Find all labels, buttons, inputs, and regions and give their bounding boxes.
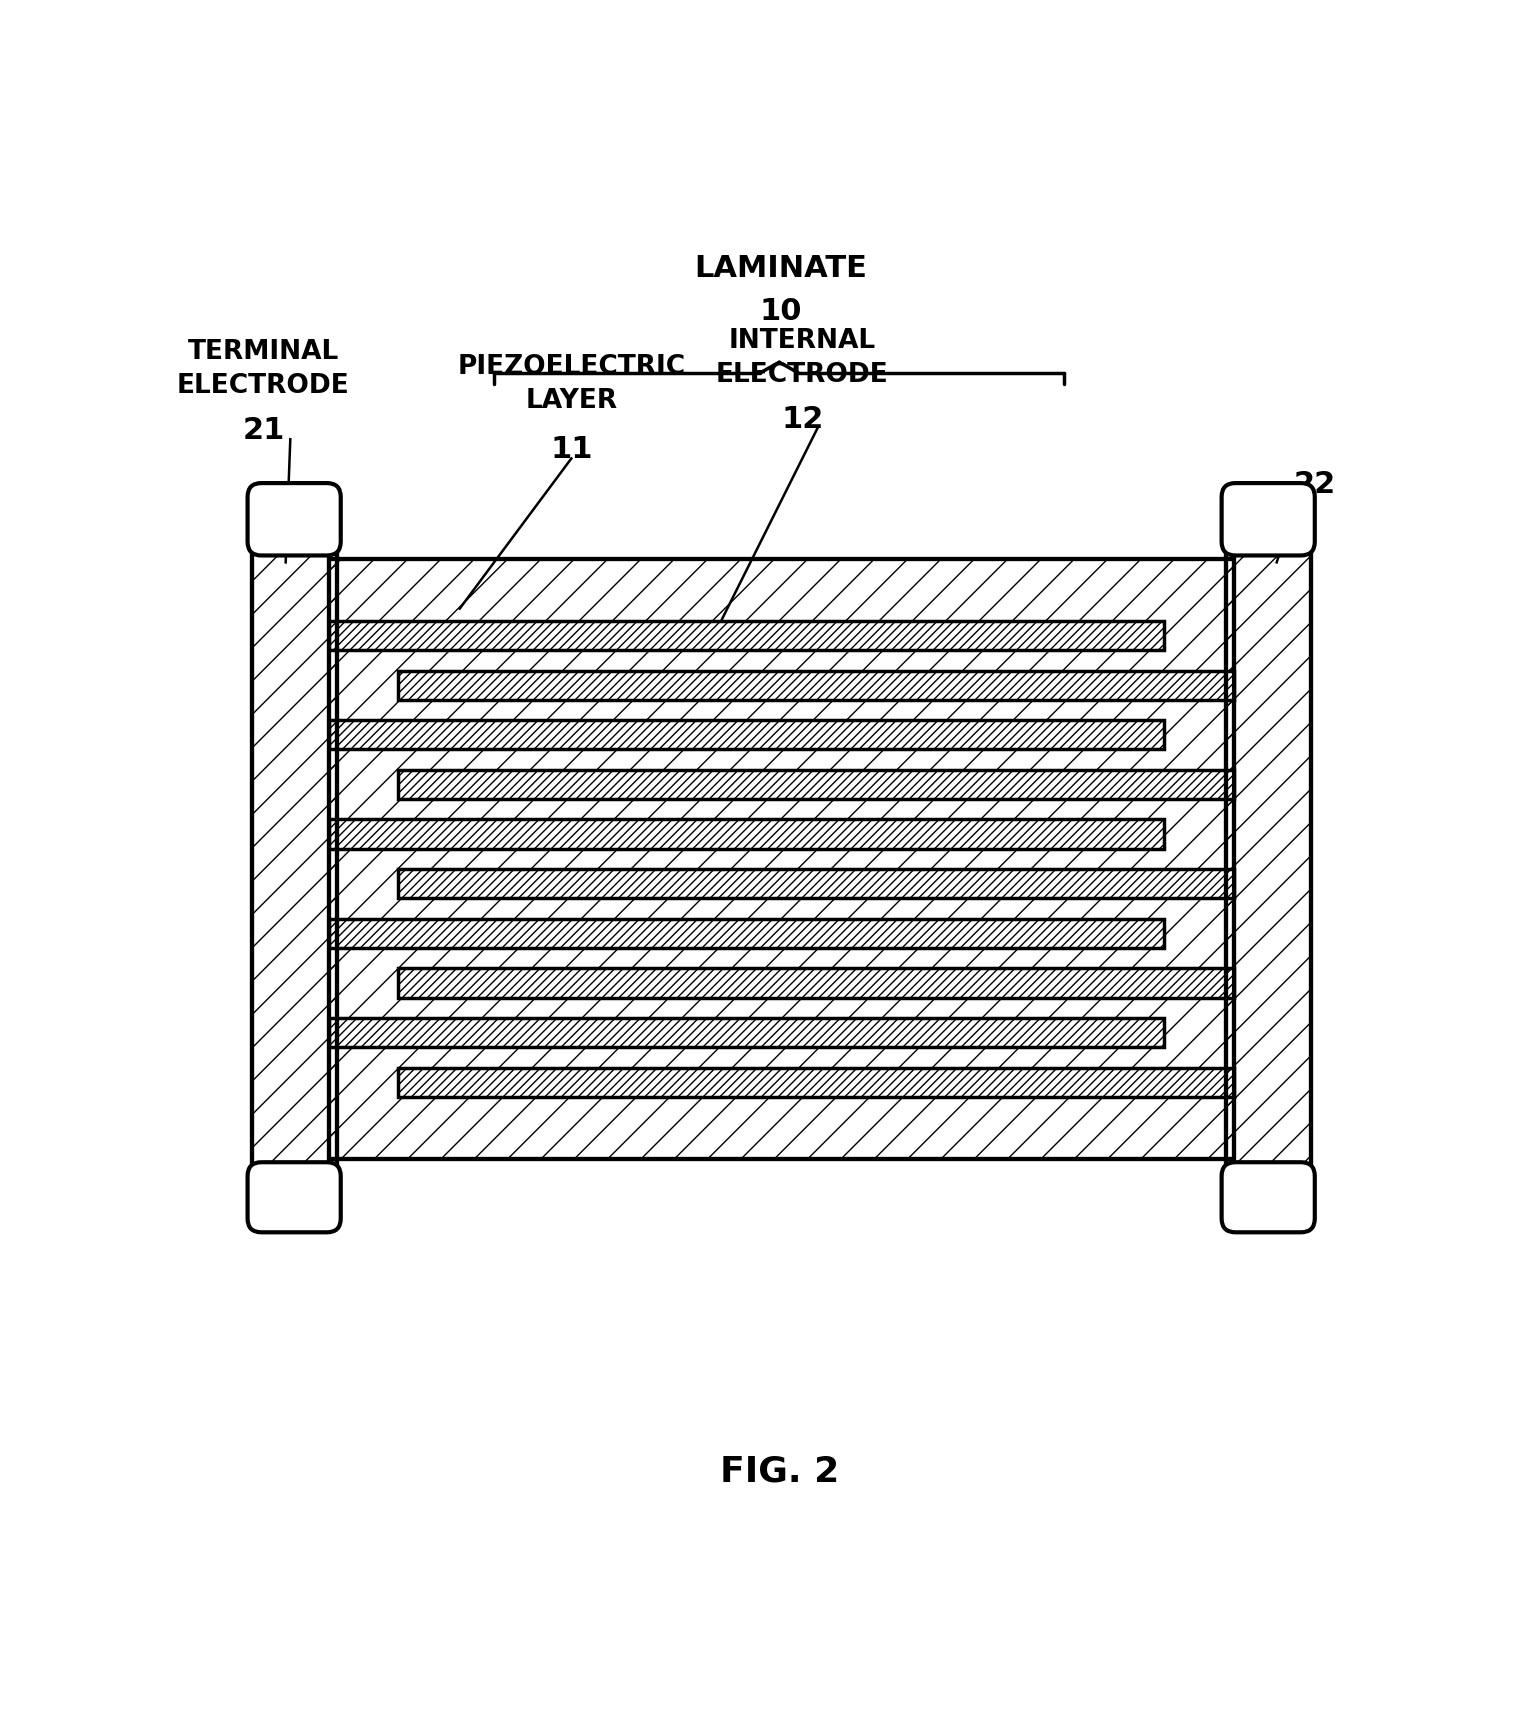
Text: 11: 11: [549, 435, 592, 465]
Bar: [399, 1067, 1233, 1097]
Bar: [251, 540, 336, 1178]
Bar: [329, 559, 1233, 1159]
Bar: [329, 819, 1164, 848]
Bar: [399, 869, 1233, 899]
Bar: [399, 968, 1233, 998]
Bar: [399, 968, 1233, 998]
Bar: [399, 869, 1233, 899]
Text: 12: 12: [781, 404, 823, 434]
Bar: [329, 720, 1164, 750]
Text: 21: 21: [242, 416, 285, 446]
Bar: [399, 670, 1233, 699]
Bar: [399, 1067, 1233, 1097]
Text: FIG. 2: FIG. 2: [720, 1454, 840, 1489]
FancyBboxPatch shape: [1222, 482, 1315, 555]
Bar: [329, 1018, 1164, 1048]
FancyBboxPatch shape: [248, 482, 341, 555]
Bar: [399, 770, 1233, 800]
Text: TERMINAL
ELECTRODE: TERMINAL ELECTRODE: [177, 338, 350, 399]
Text: 10: 10: [759, 297, 802, 326]
Bar: [329, 1018, 1164, 1048]
Bar: [329, 621, 1164, 651]
Bar: [329, 621, 1164, 651]
Bar: [1225, 540, 1310, 1178]
Text: LAMINATE: LAMINATE: [694, 255, 868, 283]
Bar: [329, 819, 1164, 848]
FancyBboxPatch shape: [248, 1162, 341, 1232]
Bar: [329, 720, 1164, 750]
Bar: [399, 770, 1233, 800]
Bar: [329, 918, 1164, 947]
Bar: [251, 540, 336, 1178]
Text: 22: 22: [1294, 470, 1335, 500]
Bar: [329, 559, 1233, 1159]
Bar: [251, 540, 336, 1178]
Text: PIEZOELECTRIC
LAYER: PIEZOELECTRIC LAYER: [457, 354, 685, 415]
Bar: [399, 670, 1233, 699]
Bar: [329, 559, 1233, 1159]
FancyBboxPatch shape: [1222, 1162, 1315, 1232]
Bar: [329, 918, 1164, 947]
Bar: [1225, 540, 1310, 1178]
Bar: [1225, 540, 1310, 1178]
Text: INTERNAL
ELECTRODE: INTERNAL ELECTRODE: [715, 328, 889, 387]
